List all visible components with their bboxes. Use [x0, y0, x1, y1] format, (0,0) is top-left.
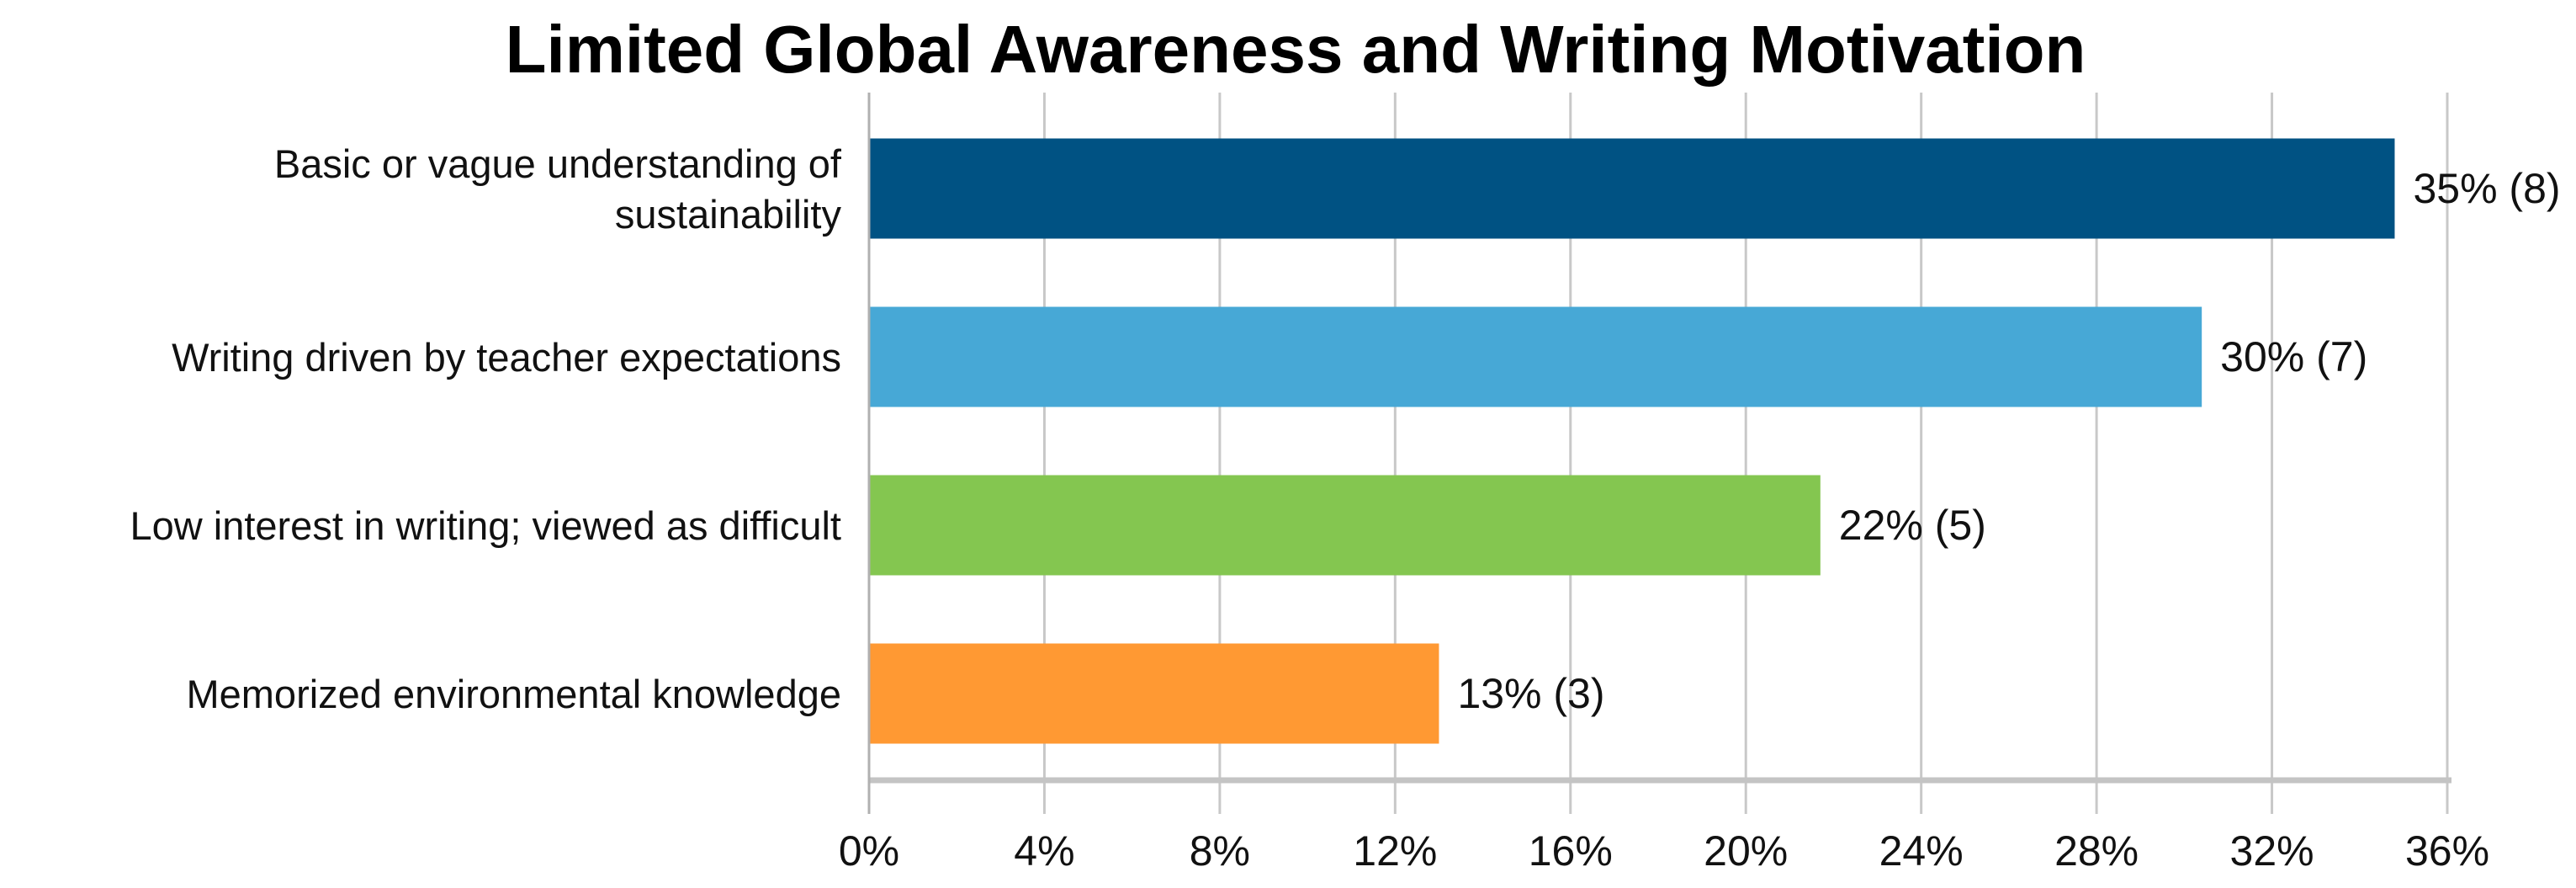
x-tick-label: 36% — [2405, 827, 2489, 875]
x-tick-labels: 0% 4% 8% 12% 16% 20% 24% 28% 32% 36% — [839, 827, 2489, 875]
category-label: Writing driven by teacher expectations — [172, 335, 841, 380]
chart-title: Limited Global Awareness and Writing Mot… — [506, 12, 2086, 87]
x-tick-label: 20% — [1704, 827, 1788, 875]
bar — [869, 138, 2395, 239]
x-tick-label: 32% — [2230, 827, 2314, 875]
x-tick-label: 16% — [1529, 827, 1613, 875]
bar — [869, 306, 2202, 407]
bars: 35% (8) 30% (7) 22% (5) 13% (3) — [869, 138, 2561, 744]
data-label: 13% (3) — [1457, 670, 1604, 717]
bar — [869, 643, 1439, 744]
x-tick-label: 12% — [1353, 827, 1437, 875]
category-label: Basic or vague understanding of — [274, 141, 842, 186]
category-label: Memorized environmental knowledge — [186, 672, 841, 716]
data-label: 22% (5) — [1839, 502, 1986, 549]
category-label: sustainability — [615, 192, 842, 237]
x-tick-label: 0% — [839, 827, 899, 875]
x-tick-label: 28% — [2054, 827, 2139, 875]
x-tick-label: 24% — [1879, 827, 1964, 875]
x-tick-label: 8% — [1190, 827, 1250, 875]
x-tick-label: 4% — [1014, 827, 1074, 875]
bar — [869, 475, 1821, 576]
data-label: 35% (8) — [2413, 165, 2560, 212]
data-label: 30% (7) — [2220, 333, 2367, 380]
category-labels: Basic or vague understanding of sustainab… — [130, 141, 841, 716]
category-label: Low interest in writing; viewed as diffi… — [130, 503, 841, 548]
